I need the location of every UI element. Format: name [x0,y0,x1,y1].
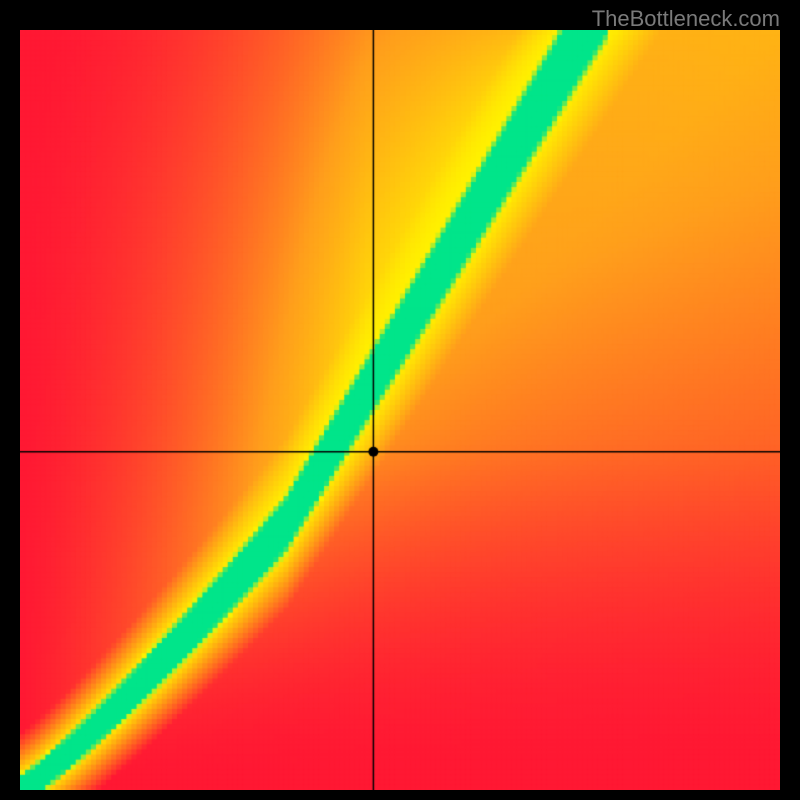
bottleneck-heatmap [20,30,780,790]
chart-container: TheBottleneck.com [0,0,800,800]
watermark-text: TheBottleneck.com [592,6,780,32]
